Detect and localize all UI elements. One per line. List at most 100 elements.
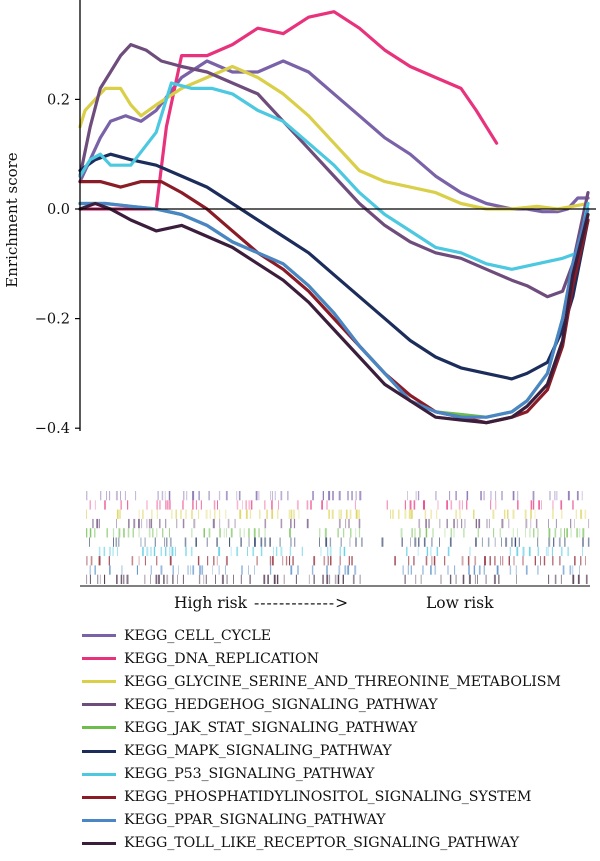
hit-mark xyxy=(402,565,404,575)
hit-mark xyxy=(322,574,324,584)
hit-mark xyxy=(146,500,148,510)
hit-mark xyxy=(240,574,242,584)
hit-mark xyxy=(264,537,267,547)
hit-mark xyxy=(136,565,138,575)
hit-mark xyxy=(562,565,565,575)
hit-mark xyxy=(587,537,590,547)
hit-mark xyxy=(570,528,572,538)
y-tick-label: 0.2 xyxy=(47,92,70,108)
hit-mark xyxy=(269,556,272,566)
hit-mark xyxy=(418,537,420,547)
hit-mark xyxy=(172,574,174,584)
hit-mark xyxy=(248,500,250,510)
y-axis-ticks: 0.2 0.0 −0.2 −0.4 xyxy=(35,92,80,437)
hit-mark xyxy=(192,565,195,575)
hit-mark xyxy=(574,556,576,566)
hit-mark xyxy=(192,500,194,510)
hit-mark xyxy=(133,518,136,529)
hit-mark xyxy=(135,491,137,501)
hit-mark xyxy=(162,528,164,538)
hit-mark xyxy=(507,509,509,519)
hit-mark xyxy=(321,500,323,510)
hit-mark xyxy=(560,546,563,557)
legend-item: KEGG_MAPK_SIGNALING_PATHWAY xyxy=(82,739,600,762)
series-line-1 xyxy=(78,59,590,214)
hit-strip-row-7 xyxy=(98,546,583,557)
hit-mark xyxy=(418,518,421,529)
hit-mark xyxy=(116,509,119,519)
hit-mark xyxy=(433,556,436,566)
hit-mark xyxy=(461,518,463,529)
hit-mark xyxy=(270,491,272,501)
hit-mark xyxy=(216,556,218,566)
hit-mark xyxy=(193,518,196,529)
hit-mark xyxy=(144,556,146,566)
hit-mark xyxy=(201,565,204,575)
hit-mark xyxy=(98,556,101,566)
hit-mark xyxy=(436,509,438,519)
hit-mark xyxy=(106,528,108,538)
hit-mark xyxy=(430,565,432,575)
hit-mark xyxy=(288,509,291,519)
hit-mark xyxy=(434,565,437,575)
hit-mark xyxy=(570,518,572,529)
legend-swatch xyxy=(82,841,116,845)
hit-mark xyxy=(486,518,488,529)
hit-mark xyxy=(489,556,491,566)
hit-mark xyxy=(495,491,497,501)
hit-mark xyxy=(392,509,394,519)
hit-mark xyxy=(344,565,347,575)
hit-mark xyxy=(450,528,453,538)
hit-mark xyxy=(273,546,274,557)
hit-mark xyxy=(312,491,314,501)
hit-mark xyxy=(449,574,452,584)
hit-mark xyxy=(239,528,241,538)
legend-label: KEGG_PPAR_SIGNALING_PATHWAY xyxy=(124,812,386,829)
hit-mark xyxy=(490,491,492,501)
hit-mark xyxy=(533,500,535,510)
legend-swatch xyxy=(82,657,116,661)
hit-mark xyxy=(494,556,496,566)
hit-mark xyxy=(245,500,247,510)
hit-mark xyxy=(504,509,506,519)
hit-mark xyxy=(190,546,193,557)
hit-mark xyxy=(478,565,481,575)
hit-mark xyxy=(459,509,461,519)
hit-mark xyxy=(213,500,216,510)
hit-mark xyxy=(449,537,452,547)
hit-mark xyxy=(455,574,457,584)
legend-item: KEGG_HEDGEHOG_SIGNALING_PATHWAY xyxy=(82,693,600,716)
hit-mark xyxy=(398,509,400,519)
hit-mark xyxy=(247,546,248,557)
hit-mark xyxy=(185,509,187,519)
hit-mark xyxy=(417,546,419,557)
hit-mark xyxy=(582,537,584,547)
hit-mark xyxy=(294,537,296,547)
hit-mark xyxy=(475,537,477,547)
legend-item: KEGG_DNA_REPLICATION xyxy=(82,647,600,670)
hit-mark xyxy=(225,491,228,501)
hit-mark xyxy=(97,574,99,584)
hit-mark xyxy=(180,509,182,519)
legend-swatch xyxy=(82,772,116,776)
hit-mark xyxy=(329,546,332,557)
hit-mark xyxy=(126,574,129,584)
hit-mark xyxy=(401,537,403,547)
hit-mark xyxy=(183,491,185,501)
hit-mark xyxy=(554,528,557,538)
x-axis-label-right: Low risk xyxy=(426,594,494,612)
hit-strip-row-6 xyxy=(89,537,590,547)
hit-mark xyxy=(296,500,299,510)
hit-mark xyxy=(171,546,174,557)
hit-mark xyxy=(423,500,425,510)
hit-mark xyxy=(152,528,154,538)
hit-mark xyxy=(278,500,279,510)
hit-mark xyxy=(347,491,349,501)
hit-mark xyxy=(575,509,577,519)
legend-label: KEGG_P53_SIGNALING_PATHWAY xyxy=(124,766,375,783)
hit-mark xyxy=(142,546,144,557)
hit-mark xyxy=(165,546,167,557)
legend-swatch xyxy=(82,749,116,753)
hit-mark xyxy=(411,528,413,538)
hit-mark xyxy=(414,528,416,538)
